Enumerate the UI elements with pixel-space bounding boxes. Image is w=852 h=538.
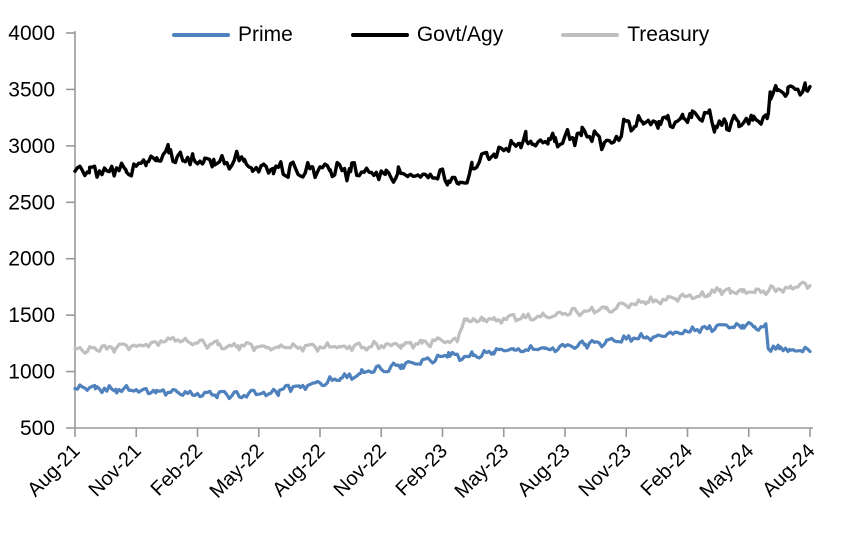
series-line-treasury [73, 280, 812, 355]
prime-line-swatch [172, 32, 230, 37]
x-tick-label: May-23 [451, 440, 514, 503]
x-tick-label: Aug-21 [23, 440, 84, 501]
y-tick-label: 4000 [8, 22, 55, 45]
y-tick-label: 2000 [8, 248, 55, 271]
y-tick-label: 1000 [8, 361, 55, 384]
legend-item-prime: Prime [172, 24, 293, 45]
y-tick-label: 2500 [8, 191, 55, 214]
legend-label-govt-agy: Govt/Agy [416, 23, 504, 46]
y-tick-label: 3000 [8, 135, 55, 158]
x-tick-label: Aug-22 [268, 440, 329, 501]
treasury-line-swatch [561, 32, 620, 37]
x-tick-label: Feb-22 [147, 440, 207, 500]
govt-agy-line-swatch [350, 32, 409, 37]
x-tick-label: Aug-23 [513, 440, 574, 501]
series-line-prime [73, 320, 812, 401]
x-tick-label: May-22 [206, 440, 269, 503]
y-tick-label: 500 [20, 417, 55, 440]
legend-label-treasury: Treasury [627, 23, 710, 46]
y-tick-label: 3500 [8, 78, 55, 101]
legend-item-treasury: Treasury [561, 24, 709, 45]
x-tick-label: Feb-23 [392, 440, 452, 500]
x-tick-label: Nov-22 [330, 440, 391, 501]
y-tick-label: 1500 [8, 304, 55, 327]
x-tick-label: Aug-24 [758, 440, 819, 501]
chart-legend: Prime Govt/Agy Treasury [172, 24, 709, 45]
legend-label-prime: Prime [238, 23, 293, 46]
x-tick-label: Nov-21 [85, 440, 146, 501]
x-tick-label: Nov-23 [575, 440, 636, 501]
x-tick-label: Feb-24 [637, 440, 697, 500]
x-tick-label: May-24 [696, 440, 759, 503]
legend-item-govt-agy: Govt/Agy [350, 23, 504, 46]
series-line-govt-agy [73, 81, 812, 187]
